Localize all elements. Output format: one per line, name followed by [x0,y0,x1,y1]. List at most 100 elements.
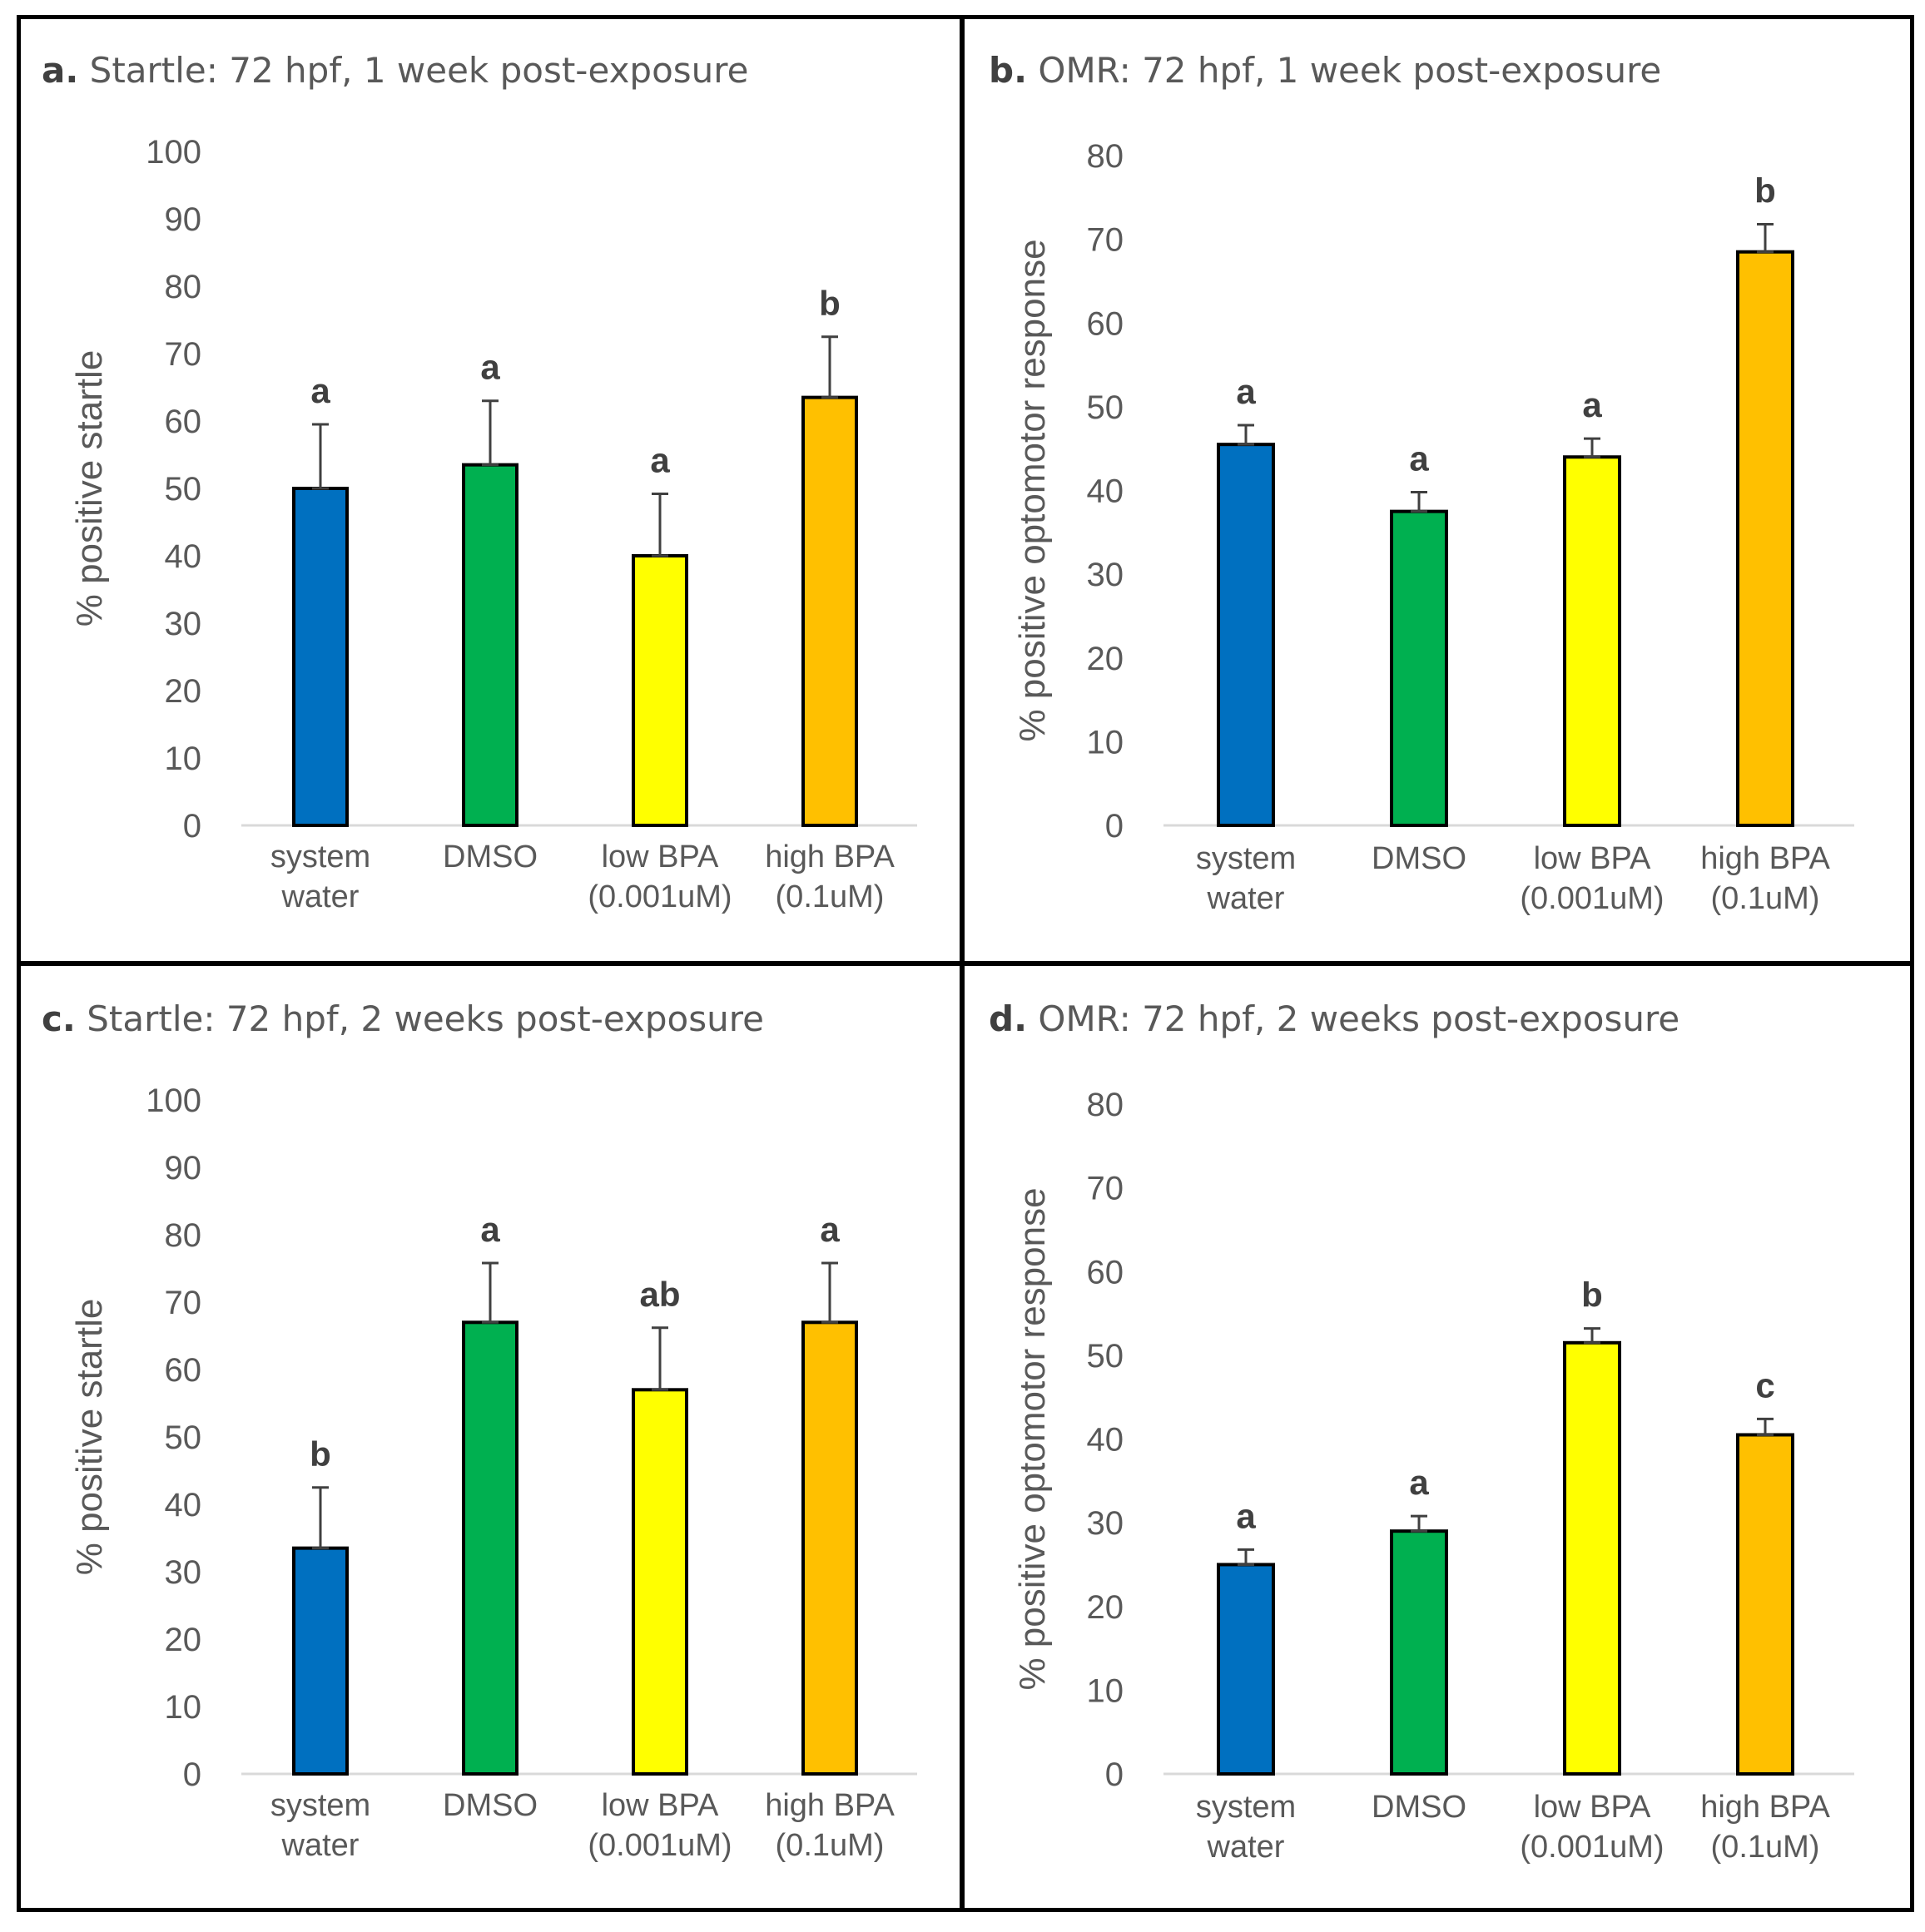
panel-a: a. Startle: 72 hpf, 1 week post-exposure… [18,18,950,950]
significance-letter: c [1755,1365,1774,1404]
y-axis-label: % positive startle [69,1299,110,1576]
panel-title: d. OMR: 72 hpf, 2 weeks post-exposure [989,998,1679,1039]
bar-high_BPA [1736,1433,1794,1776]
panel-letter: b. [989,50,1028,91]
panel-title-text: Startle: 72 hpf, 2 weeks post-exposure [87,998,764,1039]
bar-chart-startle-1wk: 0 10 20 30 40 50 60 70 80 90 100 % positive startle… [69,134,917,914]
y-tick-label: 70 [1087,222,1124,259]
bar-high_BPA [801,1320,858,1776]
bar-low_BPA [632,554,688,827]
y-tick-label: 40 [165,1487,202,1523]
y-tick-label: 80 [1087,138,1124,175]
significance-letter: a [1236,372,1256,411]
y-tick-label: 60 [165,404,202,440]
y-tick-label: 60 [165,1352,202,1389]
y-tick-label: 40 [1087,473,1124,510]
x-category-label: DMSO [443,1788,538,1823]
y-tick-label: 80 [1087,1087,1124,1123]
x-category-label: high BPA [1700,1790,1830,1825]
x-category-label: water [1207,881,1285,916]
x-category-label: DMSO [1372,1790,1466,1825]
y-tick-label: 30 [1087,1505,1124,1542]
panel-letter: d. [989,998,1028,1039]
bar-DMSO [462,1320,518,1776]
panel-divider-horizontal [17,961,1914,966]
x-category-label: DMSO [1372,841,1466,876]
y-tick-label: 80 [165,1217,202,1254]
x-category-label: low BPA [602,1788,719,1823]
panel-letter: c. [42,998,76,1039]
y-tick-label: 0 [183,1756,201,1793]
x-category-label: water [281,1828,360,1863]
significance-letter: b [310,1434,331,1474]
x-category-label: low BPA [602,840,719,874]
significance-letter: a [1236,1496,1256,1535]
x-category-label: (0.001uM) [1520,1830,1664,1865]
y-tick-label: 100 [146,1082,201,1119]
y-tick-label: 40 [165,538,202,575]
y-tick-label: 50 [1087,389,1124,426]
y-tick-label: 10 [165,741,202,777]
bar-low_BPA [1563,1340,1621,1776]
x-category-label: system [1196,841,1296,876]
bar-DMSO [462,463,518,828]
panel-title-text: Startle: 72 hpf, 1 week post-exposure [89,50,749,91]
x-category-label: system [1196,1790,1296,1825]
y-tick-label: 70 [1087,1171,1124,1207]
x-category-label: low BPA [1534,1790,1651,1825]
y-axis-label: % positive startle [69,350,110,627]
significance-letter: b [819,284,841,323]
bar-system_water [292,1546,349,1776]
y-axis-label: % positive optomotor response [1012,1187,1053,1690]
y-tick-label: 90 [165,1150,202,1186]
y-tick-label: 60 [1087,1254,1124,1290]
y-tick-label: 80 [165,269,202,305]
y-tick-label: 100 [146,134,201,171]
x-category-label: (0.001uM) [1520,881,1664,916]
bar-system_water [1217,1563,1275,1776]
bar-DMSO [1390,509,1448,827]
x-category-label: system [270,1788,370,1823]
panel-title-text: OMR: 72 hpf, 2 weeks post-exposure [1038,998,1680,1039]
x-category-label: water [1207,1830,1285,1865]
significance-letter: b [1581,1276,1603,1315]
significance-letter: a [650,440,670,479]
significance-letter: a [480,1210,500,1249]
panel-letter: a. [42,50,79,91]
significance-letter: a [1582,385,1602,424]
y-tick-label: 90 [165,201,202,238]
panel-c: c. Startle: 72 hpf, 2 weeks post-exposur… [18,967,950,1899]
x-category-label: (0.1uM) [776,1828,885,1863]
significance-letter: b [1754,171,1776,211]
bar-system_water [292,487,349,827]
panel-title: b. OMR: 72 hpf, 1 week post-exposure [989,50,1661,91]
y-tick-label: 70 [165,336,202,373]
bar-system_water [1217,443,1275,827]
x-category-label: DMSO [443,840,538,874]
y-tick-label: 30 [165,1554,202,1591]
y-tick-label: 20 [165,1622,202,1658]
panel-d: d. OMR: 72 hpf, 2 weeks post-exposure 0 1… [965,967,1898,1899]
panel-title-text: OMR: 72 hpf, 1 week post-exposure [1038,50,1662,91]
x-category-label: high BPA [1700,841,1830,876]
panel-title: a. Startle: 72 hpf, 1 week post-exposure [42,50,748,91]
y-tick-label: 40 [1087,1422,1124,1459]
significance-letter: a [1409,1463,1429,1502]
y-tick-label: 20 [165,673,202,710]
bar-chart-startle-2wk: 0 10 20 30 40 50 60 70 80 90 100 % positive startle… [69,1082,917,1863]
y-tick-label: 0 [1105,808,1124,845]
x-category-label: (0.1uM) [1711,881,1820,916]
y-tick-label: 0 [1105,1756,1124,1793]
y-tick-label: 50 [165,1419,202,1456]
x-category-label: (0.1uM) [776,879,885,914]
x-category-label: (0.001uM) [588,879,732,914]
y-tick-label: 50 [1087,1338,1124,1375]
bar-DMSO [1390,1529,1448,1776]
y-tick-label: 10 [165,1689,202,1726]
y-tick-label: 30 [1087,557,1124,593]
bar-low_BPA [1563,455,1621,827]
y-tick-label: 0 [183,808,201,845]
x-category-label: (0.1uM) [1711,1830,1820,1865]
bar-chart-omr-2wk: 0 10 20 30 40 50 60 70 80 % positive optomotor re… [1012,1087,1854,1865]
bar-high_BPA [1736,250,1794,827]
